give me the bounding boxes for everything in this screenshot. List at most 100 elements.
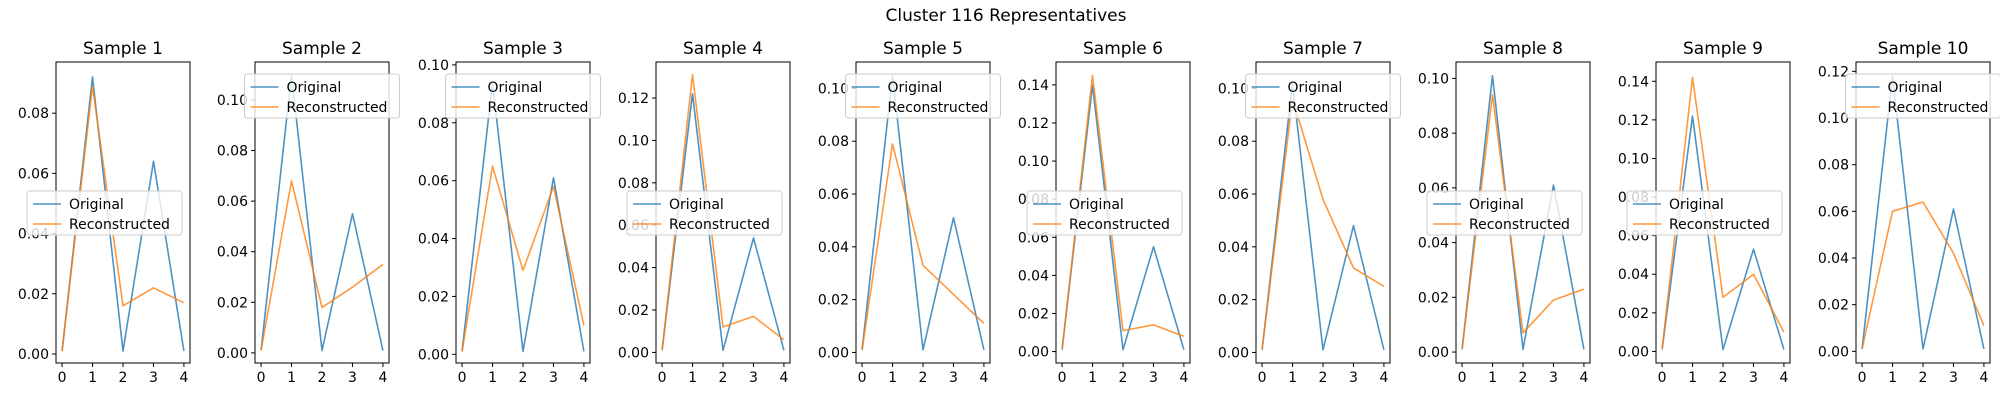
y-tick-label: 0.10: [1818, 111, 1849, 127]
subplot-title: Sample 9: [1683, 39, 1763, 59]
series-line-reconstructed: [260, 180, 384, 351]
y-tick-label: 0.10: [1418, 71, 1449, 87]
y-tick-label: 0.10: [818, 81, 849, 97]
y-tick-label: 0.00: [1018, 345, 1049, 361]
x-tick-label: 1: [88, 370, 97, 386]
x-tick-label: 2: [1919, 370, 1928, 386]
y-tick-label: 0.00: [818, 345, 849, 361]
x-tick-label: 0: [658, 370, 667, 386]
series-line-original: [661, 93, 785, 352]
x-tick-label: 1: [1888, 370, 1897, 386]
subplot-2: Sample 2 0.00 0.02 0.04 0.06 0.08 0.10 0 1 2 3 4 Ori…: [217, 39, 400, 386]
x-tick-label: 3: [1749, 370, 1758, 386]
subplot-8: Sample 80.000.020.040.060.080.100 1 2 3 4Ori…: [1418, 39, 1591, 386]
y-tick-label: 0.10: [217, 93, 248, 109]
x-tick-label: 1: [287, 370, 296, 386]
y-tick-label: 0.06: [818, 187, 849, 203]
y-tick-label: 0.04: [618, 261, 649, 277]
x-tick-label: 4: [1179, 370, 1188, 386]
subplot-1: Sample 10.000.020.040.060.0801234Origina…: [18, 39, 191, 386]
legend: Original Reconstructed: [845, 73, 1001, 119]
x-tick-label: 2: [1319, 370, 1328, 386]
legend-label: Reconstructed: [1669, 217, 1770, 233]
subplot-title: Sample 10: [1878, 39, 1969, 59]
y-tick-label: 0.10: [418, 58, 449, 74]
x-tick-label: 4: [579, 370, 588, 386]
y-tick-label: 0.10: [1018, 154, 1049, 170]
series-line-reconstructed: [1661, 76, 1785, 350]
x-tick-label: 4: [1379, 370, 1388, 386]
y-tick-label: 0.12: [1818, 64, 1849, 80]
x-tick-label: 1: [1488, 370, 1497, 386]
subplot-title: Sample 3: [483, 39, 563, 59]
legend-label: Reconstructed: [287, 100, 388, 116]
y-tick-label: 0.08: [1418, 126, 1449, 142]
series-line-reconstructed: [1061, 74, 1185, 350]
subplot-title: Sample 6: [1083, 39, 1163, 59]
x-tick-label: 1: [1288, 370, 1297, 386]
y-tick-label: 0.04: [1818, 251, 1849, 267]
y-tick-label: 0.04: [1418, 236, 1449, 252]
y-tick-label: 0.08: [618, 176, 649, 192]
legend-label: Original: [1469, 197, 1524, 213]
y-tick-label: 0.12: [1618, 113, 1649, 129]
x-tick-label: 4: [179, 370, 188, 386]
legend: Original Reconstructed: [1626, 190, 1783, 236]
legend-label: Reconstructed: [488, 100, 589, 116]
y-tick-label: 0.02: [1018, 306, 1049, 322]
y-tick-label: 0.02: [818, 293, 849, 309]
subplot-title: Sample 2: [282, 39, 362, 59]
x-tick-label: 3: [1949, 370, 1958, 386]
y-tick-label: 0.14: [1018, 78, 1049, 94]
subplot-title: Sample 4: [683, 39, 763, 59]
x-tick-label: 0: [1058, 370, 1067, 386]
y-tick-label: 0.06: [1818, 204, 1849, 220]
subplot-5: Sample 5 0.00 0.02 0.04 0.06 0.08 0.10 0 1 2 3 4 Ori…: [818, 39, 1001, 386]
legend-label: Reconstructed: [1288, 100, 1389, 116]
x-tick-label: 4: [378, 370, 387, 386]
y-tick-label: 0.14: [1618, 74, 1649, 90]
x-tick-label: 4: [779, 370, 788, 386]
y-tick-label: 0.02: [1818, 298, 1849, 314]
legend-box: [626, 190, 783, 236]
legend-label: Original: [287, 80, 342, 96]
y-tick-label: 0.04: [418, 232, 449, 248]
subplot-title: Sample 7: [1283, 39, 1363, 59]
legend-box: [1245, 73, 1401, 119]
x-tick-label: 1: [1088, 370, 1097, 386]
legend-box: [1026, 190, 1183, 236]
y-tick-label: 0.08: [418, 116, 449, 132]
subplot-7: Sample 7 0.00 0.02 0.04 0.06 0.08 0.10 0 1 2 3 4 Ori…: [1218, 39, 1401, 386]
x-tick-label: 3: [749, 370, 758, 386]
legend-label: Original: [669, 197, 724, 213]
subplot-9: Sample 90.000.020.040.060.080.100.120.14…: [1618, 39, 1791, 386]
legend-label: Original: [1888, 80, 1943, 96]
x-tick-label: 4: [979, 370, 988, 386]
y-tick-label: 0.04: [1018, 268, 1049, 284]
x-tick-label: 3: [348, 370, 357, 386]
y-tick-label: 0.02: [1618, 306, 1649, 322]
y-tick-label: 0.00: [18, 347, 49, 363]
x-tick-label: 2: [519, 370, 528, 386]
series-line-original: [1461, 74, 1585, 351]
x-tick-label: 3: [549, 370, 558, 386]
subplot-title: Sample 1: [83, 39, 163, 59]
legend-box: [26, 190, 183, 236]
subplot-4: Sample 40.000.020.040.060.080.100.120123…: [618, 39, 791, 386]
y-tick-label: 0.00: [1618, 344, 1649, 360]
x-tick-label: 3: [1349, 370, 1358, 386]
y-tick-label: 0.10: [618, 133, 649, 149]
x-tick-label: 4: [1979, 370, 1988, 386]
x-tick-label: 1: [1688, 370, 1697, 386]
subplot-title: Sample 8: [1483, 39, 1563, 59]
y-tick-label: 0.04: [1218, 240, 1249, 256]
x-tick-label: 2: [1119, 370, 1128, 386]
series-line-original: [260, 73, 384, 352]
y-tick-label: 0.12: [618, 91, 649, 107]
series-line-reconstructed: [1261, 98, 1385, 350]
series-line-reconstructed: [861, 143, 985, 350]
series-line-original: [1261, 82, 1385, 351]
legend-label: Original: [1669, 197, 1724, 213]
legend: Original Reconstructed: [1245, 73, 1401, 119]
y-tick-label: 0.10: [1218, 81, 1249, 97]
